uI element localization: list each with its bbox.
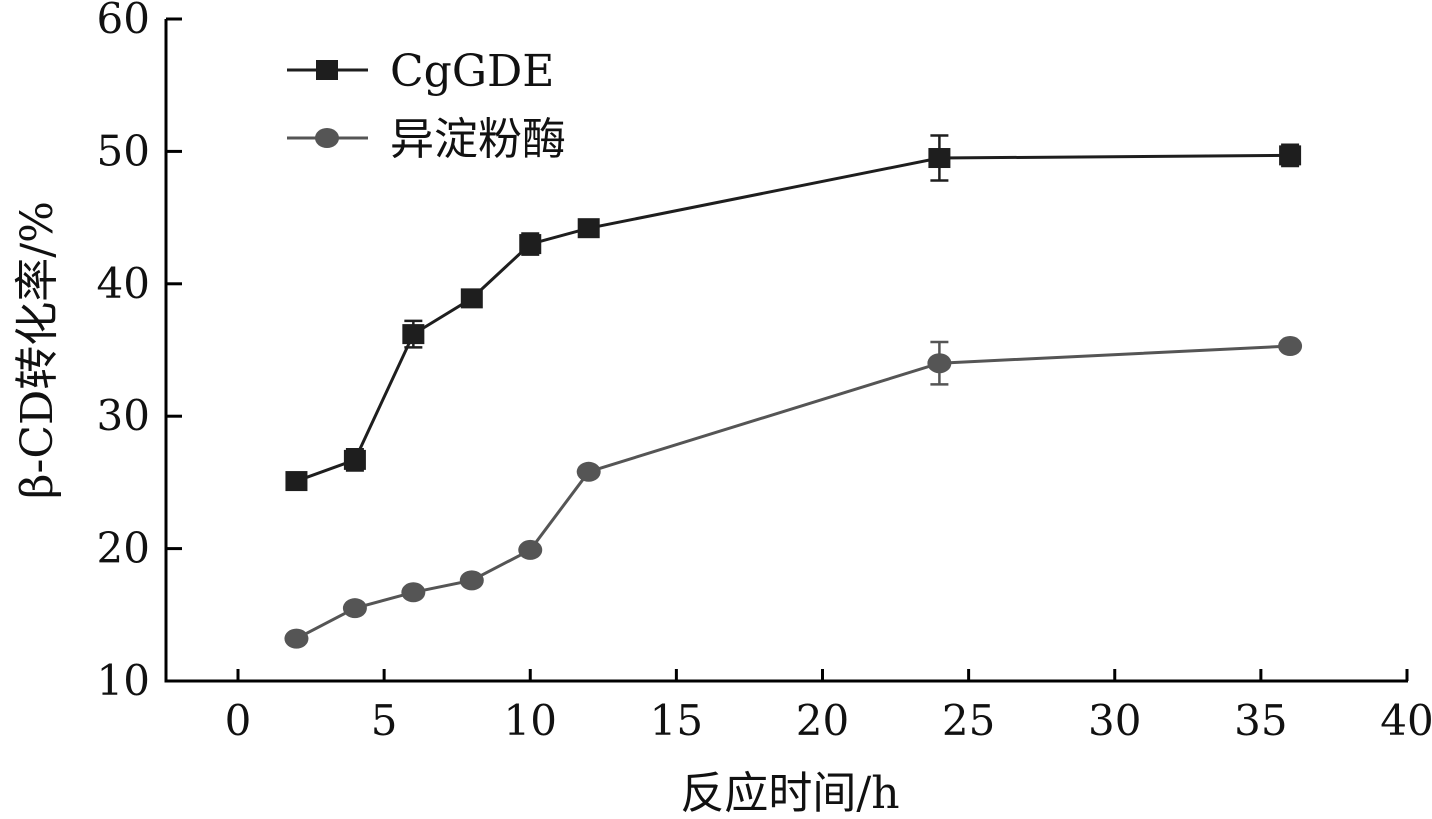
square-marker <box>285 471 308 492</box>
circle-marker <box>927 353 952 374</box>
y-tick-label: 20 <box>97 524 150 573</box>
square-marker <box>519 234 542 255</box>
circle-marker <box>518 539 543 560</box>
axes: 0 5 10 15 20 25 30 35 40 10 20 30 40 50 60 <box>97 0 1432 745</box>
legend: CgGDE 异淀粉酶 <box>287 46 566 165</box>
circle-marker <box>459 570 484 591</box>
circle-marker <box>284 628 309 649</box>
square-marker <box>928 148 951 169</box>
x-axis-label: 反应时间/h <box>680 768 899 819</box>
x-tick-label: 10 <box>504 696 557 745</box>
y-tick-label: 10 <box>97 656 150 705</box>
circle-marker <box>342 598 367 619</box>
circle-marker <box>576 461 601 482</box>
y-tick-label: 40 <box>97 259 150 308</box>
x-tick-label: 0 <box>225 696 252 745</box>
square-marker <box>577 218 600 239</box>
x-tick-label: 15 <box>650 696 703 745</box>
y-tick-label: 50 <box>97 126 150 175</box>
x-tick-label: 20 <box>796 696 849 745</box>
x-tick-label: 25 <box>942 696 995 745</box>
series-line <box>295 344 1291 640</box>
square-marker <box>343 449 366 470</box>
legend-label: CgGDE <box>390 46 554 97</box>
x-tick-label: 35 <box>1234 696 1287 745</box>
series-cggde <box>285 134 1302 492</box>
circle-marker <box>401 582 426 603</box>
y-axis-label: β-CD转化率/% <box>12 201 63 499</box>
circle-marker <box>1278 336 1303 357</box>
x-tick-label: 5 <box>371 696 398 745</box>
legend-item: 异淀粉酶 <box>287 114 566 165</box>
square-marker <box>402 324 425 345</box>
series-line <box>295 153 1291 483</box>
series-isoamylase <box>284 336 1303 649</box>
x-tick-label: 40 <box>1380 696 1432 745</box>
circle-marker <box>315 128 339 148</box>
legend-label: 异淀粉酶 <box>390 114 566 165</box>
x-tick-label: 30 <box>1088 696 1141 745</box>
square-marker <box>460 288 483 309</box>
square-marker <box>1279 145 1302 166</box>
y-tick-label: 30 <box>97 391 150 440</box>
series-layer <box>284 134 1303 649</box>
y-tick-label: 60 <box>97 0 150 43</box>
legend-item: CgGDE <box>287 46 554 97</box>
square-marker <box>316 60 338 80</box>
